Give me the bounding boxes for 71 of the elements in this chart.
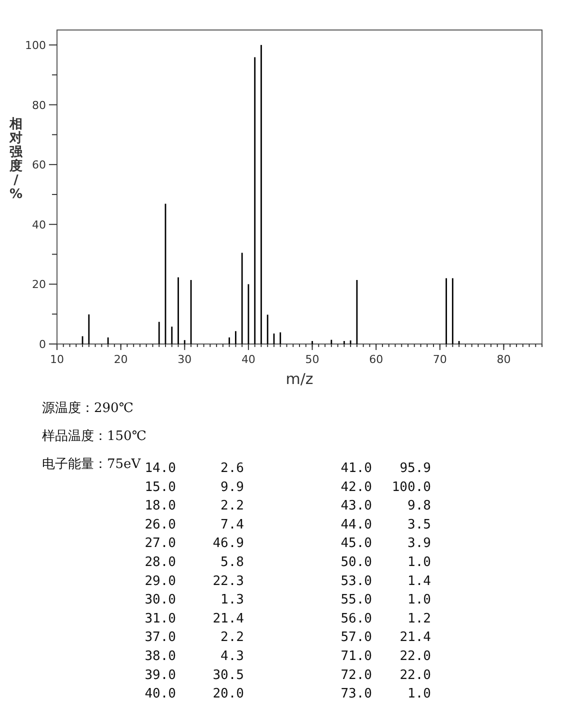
text: 39.0 [144, 668, 176, 683]
y-tick-label: 20 [32, 278, 46, 292]
text: 2.2 [220, 630, 244, 646]
text: 9.8 [408, 498, 431, 514]
text: 57.0 [340, 630, 372, 646]
y-tick-label: 100 [25, 38, 46, 52]
text: 样品温度：150℃ [42, 428, 146, 444]
text: 45.0 [340, 536, 372, 552]
x-tick-label: 20 [114, 353, 128, 366]
text: 2.6 [220, 461, 244, 476]
text: 55.0 [340, 592, 372, 608]
text: 2.2 [220, 498, 244, 514]
text: 14.0 [144, 461, 176, 476]
text: 42.0 [340, 480, 372, 495]
text: 30.0 [144, 592, 176, 608]
x-tick-label: 70 [432, 353, 447, 366]
text: 21.4 [400, 630, 432, 646]
text: 7.4 [220, 517, 244, 532]
text: 28.0 [144, 555, 176, 570]
text: 20.0 [212, 686, 244, 702]
x-tick-label: 50 [305, 353, 320, 366]
y-tick-label: 80 [32, 98, 46, 112]
y-tick-label: 0 [39, 338, 46, 351]
text: 73.0 [340, 686, 372, 702]
text: 46.9 [212, 536, 244, 552]
text: 71.0 [340, 649, 372, 664]
text: 29.0 [144, 574, 176, 589]
text: 1.4 [408, 574, 432, 589]
text: 43.0 [340, 498, 372, 514]
text: 27.0 [144, 536, 176, 552]
y-tick-label: 40 [32, 218, 46, 232]
text: 56.0 [340, 611, 372, 626]
text: 72.0 [340, 668, 372, 683]
text: 22.3 [212, 574, 244, 589]
text: 100.0 [392, 480, 431, 495]
text: 4.3 [220, 649, 244, 664]
text: 源温度：290℃ [42, 400, 134, 416]
text: 1.0 [408, 686, 431, 702]
x-axis-title: m/z [286, 370, 314, 388]
text: 电子能量：75eV [42, 457, 142, 472]
text: 1.0 [408, 555, 431, 570]
text: 18.0 [144, 498, 176, 514]
y-tick-label: 60 [32, 158, 46, 172]
text: 40.0 [144, 686, 176, 702]
text: 44.0 [340, 517, 372, 532]
text: 9.9 [220, 480, 244, 495]
text: 1.0 [408, 592, 431, 608]
x-tick-label: 80 [496, 353, 511, 366]
text: 41.0 [340, 461, 372, 476]
x-tick-label: 60 [369, 353, 384, 366]
text: 3.5 [408, 517, 431, 532]
text: 22.0 [400, 668, 431, 683]
text: 5.8 [220, 555, 244, 570]
text: 21.4 [212, 611, 244, 626]
text: 95.9 [400, 461, 431, 476]
text: 53.0 [340, 574, 372, 589]
text: 15.0 [144, 480, 176, 495]
text: 50.0 [340, 555, 372, 570]
text: 1.2 [408, 611, 431, 626]
x-tick-label: 40 [241, 353, 256, 366]
x-tick-label: 30 [178, 353, 192, 366]
x-tick-label: 10 [50, 353, 64, 366]
text: 31.0 [144, 611, 176, 626]
text: 30.5 [212, 668, 244, 683]
text: 37.0 [144, 630, 176, 646]
text: 22.0 [400, 649, 431, 664]
text: 1.3 [220, 592, 244, 608]
y-axis-title: 相对强度/% [8, 117, 24, 202]
text: 26.0 [144, 517, 176, 532]
text: 38.0 [144, 649, 176, 664]
text: 3.9 [408, 536, 431, 552]
